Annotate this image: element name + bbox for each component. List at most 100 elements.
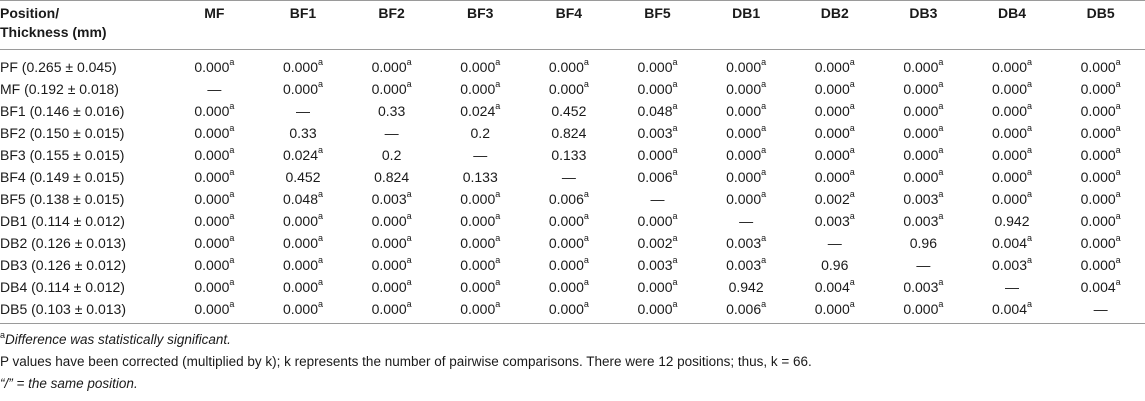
table-cell: 0.000a (170, 232, 259, 254)
cell-value: 0.000 (991, 191, 1028, 207)
cell-value: 0.000 (371, 59, 407, 75)
table-cell: 0.000a (968, 78, 1057, 100)
significance-marker: a (1027, 123, 1033, 134)
significance-marker: a (1115, 101, 1121, 112)
table-cell: 0.000a (436, 50, 525, 79)
cell-value: 0.000 (194, 191, 230, 207)
cell-value: 0.006 (726, 301, 762, 317)
table-cell: 0.000a (1056, 50, 1145, 79)
column-header-db2: DB2 (820, 5, 849, 21)
table-cell: 0.000a (170, 210, 259, 232)
significance-marker: a (406, 233, 412, 244)
cell-value: 0.000 (194, 169, 230, 185)
cell-value: 0.000 (194, 125, 230, 141)
significance-marker: a (318, 145, 324, 156)
cell-value: 0.96 (821, 257, 849, 273)
table-cell: 0.000a (259, 210, 348, 232)
cell-value: 0.33 (289, 125, 317, 141)
significance-marker: a (938, 123, 944, 134)
significance-marker: a (1115, 167, 1121, 178)
significance-marker: a (495, 189, 501, 200)
table-cell: 0.000a (259, 298, 348, 324)
significance-marker: a (1027, 189, 1033, 200)
table-cell: 0.000a (347, 298, 436, 324)
significance-marker: a (1115, 211, 1121, 222)
table-cell: 0.000a (347, 78, 436, 100)
table-cell: 0.006a (702, 298, 791, 324)
cell-value: — (916, 257, 931, 273)
significance-marker: a (1027, 167, 1033, 178)
significance-marker: a (1115, 233, 1121, 244)
significance-marker: a (761, 145, 767, 156)
cell-value: 0.000 (371, 81, 407, 97)
cell-value: 0.000 (1080, 257, 1116, 273)
significance-marker: a (1027, 255, 1033, 266)
table-cell: 0.000a (170, 254, 259, 276)
cell-value: 0.000 (194, 103, 230, 119)
table-cell: 0.000a (613, 298, 702, 324)
cell-value: 0.003 (726, 235, 762, 251)
significance-marker: a (672, 123, 678, 134)
footnote-significance: aDifference was statistically significan… (0, 329, 1145, 351)
significance-marker: a (229, 123, 235, 134)
significance-marker: a (938, 79, 944, 90)
cell-value: 0.000 (1080, 81, 1116, 97)
cell-value: 0.000 (282, 257, 319, 273)
cell-value: 0.000 (194, 279, 230, 295)
significance-marker: a (938, 277, 944, 288)
table-cell: 0.000a (968, 100, 1057, 122)
cell-value: — (473, 147, 488, 163)
significance-marker: a (849, 123, 855, 134)
table-cell: 0.2 (436, 122, 525, 144)
significance-marker: a (1115, 79, 1121, 90)
cell-value: 0.003 (637, 125, 673, 141)
column-header-mf: MF (204, 5, 225, 21)
cell-value: 0.000 (814, 301, 850, 317)
table-cell: 0.000a (436, 232, 525, 254)
cell-value: 0.000 (282, 59, 319, 75)
table-cell: 0.000a (1056, 122, 1145, 144)
table-cell: 0.003a (879, 276, 968, 298)
table-cell: 0.000a (613, 50, 702, 79)
table-cell: 0.000a (259, 276, 348, 298)
row-label: BF5 (0.138 ± 0.015) (0, 191, 125, 207)
table-cell: 0.003a (347, 188, 436, 210)
column-header-bf1: BF1 (289, 5, 317, 21)
cell-value: 0.942 (994, 213, 1030, 229)
significance-marker: a (583, 277, 589, 288)
significance-marker: a (318, 277, 324, 288)
significance-marker: a (229, 277, 235, 288)
significance-marker: a (761, 299, 767, 310)
cell-value: 0.000 (460, 235, 496, 251)
column-header-db4: DB4 (997, 5, 1026, 21)
significance-marker: a (938, 145, 944, 156)
significance-marker: a (583, 189, 589, 200)
table-cell: 0.824 (347, 166, 436, 188)
significance-marker: a (761, 101, 767, 112)
table-cell: 0.000a (702, 122, 791, 144)
cell-value: 0.000 (726, 125, 762, 141)
column-header-db3: DB3 (909, 5, 938, 21)
cell-value: 0.000 (991, 59, 1028, 75)
significance-marker: a (1027, 79, 1033, 90)
table-row: BF3 (0.155 ± 0.015) 0.000a 0.024a 0.2—0.133… (0, 144, 1145, 166)
table-cell: 0.000a (879, 144, 968, 166)
table-row: BF2 (0.150 ± 0.015) 0.000a 0.33—0.2 0.824 0.… (0, 122, 1145, 144)
cell-value: 0.002 (814, 191, 850, 207)
column-header-bf4: BF4 (555, 5, 583, 21)
table-cell: 0.000a (879, 50, 968, 79)
table-cell: 0.2 (347, 144, 436, 166)
cell-value: 0.000 (991, 169, 1028, 185)
table-cell: 0.000a (436, 210, 525, 232)
significance-marker: a (318, 211, 324, 222)
table-cell: 0.000a (259, 78, 348, 100)
cell-value: 0.824 (551, 125, 587, 141)
significance-marker: a (406, 277, 412, 288)
significance-marker: a (495, 79, 501, 90)
significance-marker: a (849, 167, 855, 178)
table-cell: 0.452 (525, 100, 614, 122)
significance-marker: a (318, 255, 324, 266)
table-row: DB2 (0.126 ± 0.013) 0.000a 0.000a 0.000a 0.0… (0, 232, 1145, 254)
significance-marker: a (849, 299, 855, 310)
